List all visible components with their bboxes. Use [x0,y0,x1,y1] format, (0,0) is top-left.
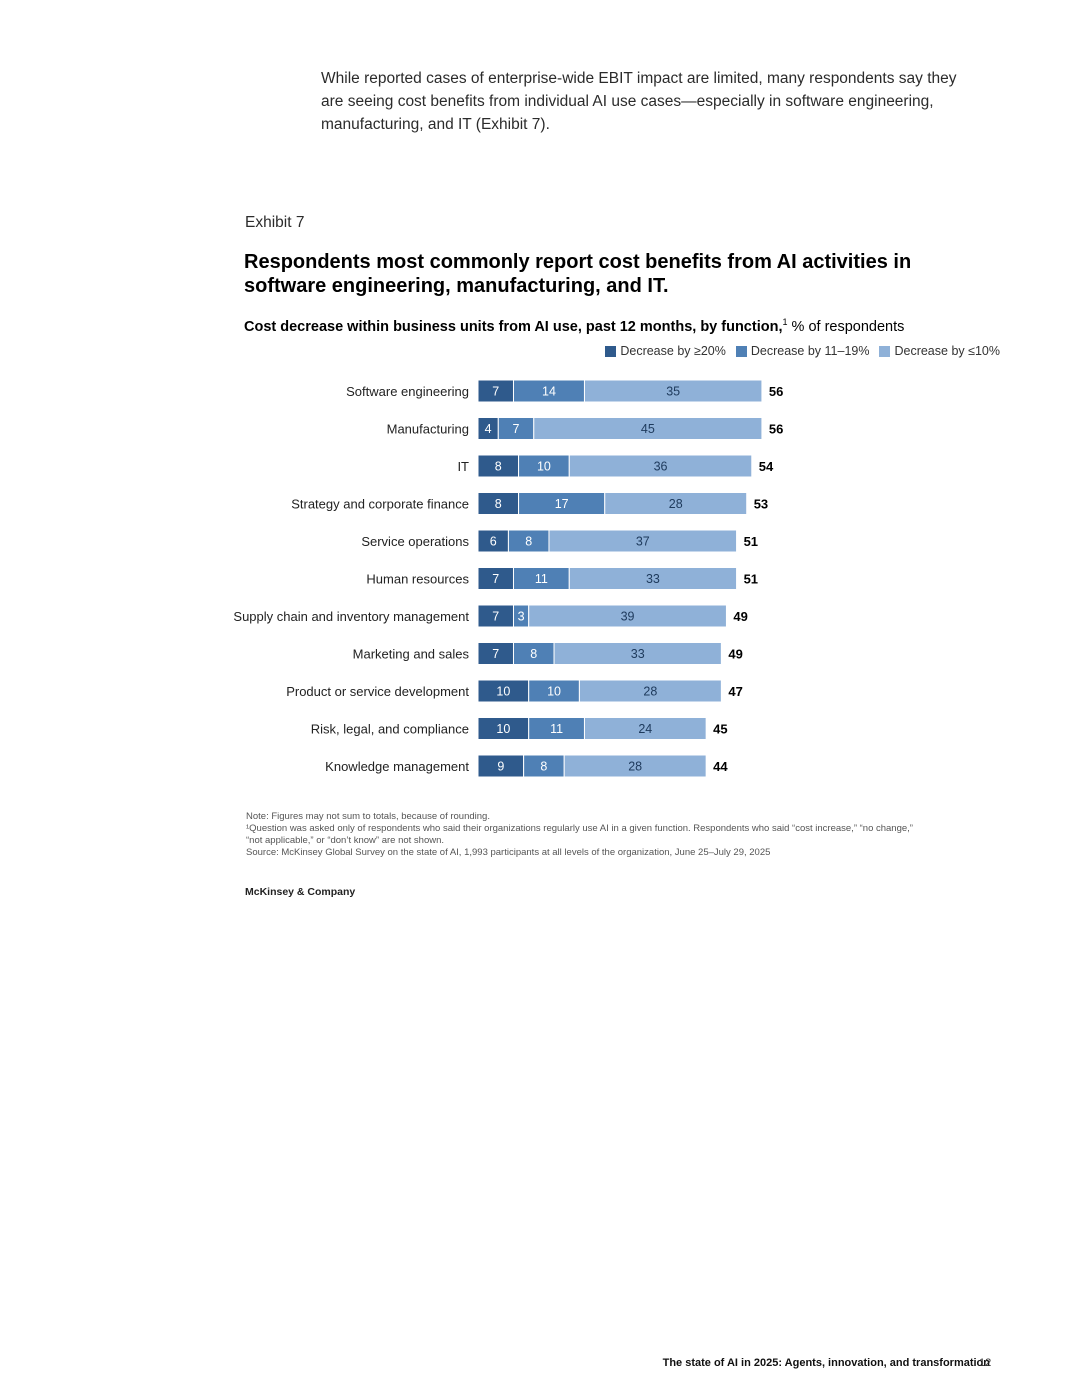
bar-value-label: 8 [525,535,532,549]
bar-value-label: 9 [497,760,504,774]
brand-name: McKinsey & Company [245,886,356,898]
footnote-1-line-1: ¹Question was asked only of respondents … [246,823,913,834]
bar-value-label: 11 [535,572,548,586]
bar-segment-series-3 [583,379,763,403]
bar-segment-series-3 [583,717,707,740]
category-label: Risk, legal, and compliance [311,722,469,737]
source-note: Source: McKinsey Global Survey on the st… [246,847,771,858]
bar-value-label: 10 [496,685,510,699]
bar-total-label: 54 [759,459,774,474]
bar-total-label: 45 [713,722,727,737]
bar-value-label: 28 [669,497,683,511]
category-label: Strategy and corporate finance [291,497,469,512]
bar-segment-series-3 [548,529,738,553]
category-label: Knowledge management [325,759,469,774]
legend-label-series-3: Decrease by ≤10% [894,344,1000,358]
bar-value-label: 14 [542,385,556,399]
bar-value-label: 36 [654,460,668,474]
bar-total-label: 53 [754,497,768,512]
bar-value-label: 7 [492,385,499,399]
bar-value-label: 10 [537,460,551,474]
bar-total-label: 44 [713,759,728,774]
bar-value-label: 17 [555,497,569,511]
bar-value-label: 8 [495,497,502,511]
category-label: Supply chain and inventory management [233,609,469,624]
category-label: Human resources [366,572,469,587]
legend-label-series-1: Decrease by ≥20% [620,344,726,358]
category-label: Manufacturing [387,422,469,437]
exhibit-label: Exhibit 7 [245,214,305,231]
bar-value-label: 4 [485,422,492,436]
bar-value-label: 24 [638,722,652,736]
bar-value-label: 3 [518,610,525,624]
bar-value-label: 8 [495,460,502,474]
category-label: IT [457,459,469,474]
intro-paragraph: While reported cases of enterprise-wide … [321,70,957,133]
bar-value-label: 6 [490,535,497,549]
bar-value-label: 8 [540,760,547,774]
category-label: Software engineering [346,384,469,399]
bar-total-label: 49 [733,609,747,624]
bar-value-label: 28 [643,685,657,699]
bar-value-label: 37 [636,535,650,549]
note-rounding: Note: Figures may not sum to totals, bec… [246,811,490,822]
bar-segment-series-3 [568,567,738,590]
category-label: Service operations [361,534,469,549]
chart-subtitle: Cost decrease within business units from… [244,317,1024,335]
bar-value-label: 35 [666,385,680,399]
legend-item-series-3: Decrease by ≤10% [879,344,1000,358]
bar-segment-series-3 [563,754,707,778]
legend-swatch-series-2 [735,345,747,357]
chart-subtitle-bold: Cost decrease within business units from… [244,318,783,335]
bar-segment-series-3 [578,679,722,703]
legend-swatch-series-3 [879,345,891,357]
bar-segment-series-3 [553,642,722,665]
footnote-1-line-2: “not applicable,” or “don’t know” are no… [246,835,445,846]
bar-segment-series-3 [568,454,753,478]
footer-report-title: The state of AI in 2025: Agents, innovat… [662,1357,990,1369]
bar-value-label: 28 [628,760,642,774]
bar-value-label: 10 [496,722,510,736]
bar-total-label: 56 [769,422,783,437]
bar-value-label: 39 [621,610,635,624]
bar-segment-series-3 [528,604,727,628]
chart-notes: Note: Figures may not sum to totals, bec… [246,811,986,859]
bar-value-label: 11 [550,722,563,736]
category-label: Marketing and sales [353,647,470,662]
bar-total-label: 56 [769,384,783,399]
bar-total-label: 51 [744,534,758,549]
bar-value-label: 45 [641,422,655,436]
bar-value-label: 8 [530,647,537,661]
bar-value-label: 10 [547,685,561,699]
bar-value-label: 7 [513,422,520,436]
legend-item-series-1: Decrease by ≥20% [605,344,726,358]
chart-legend: Decrease by ≥20% Decrease by 11–19% Decr… [560,344,1000,358]
page-number: 12 [979,1357,992,1369]
chart-subtitle-unit: % of respondents [787,318,905,335]
category-label: Product or service development [286,684,469,699]
exhibit-title: Respondents most commonly report cost be… [244,251,912,297]
bar-segment-series-3 [533,417,763,440]
bar-total-label: 51 [744,572,758,587]
legend-item-series-2: Decrease by 11–19% [735,344,870,358]
bar-total-label: 49 [728,647,742,662]
bar-value-label: 33 [646,572,660,586]
bar-value-label: 7 [492,610,499,624]
bar-segment-series-3 [604,492,748,515]
bar-value-label: 33 [631,647,645,661]
bar-value-label: 7 [492,572,499,586]
footnote-marker: 1 [782,317,788,327]
bar-value-label: 7 [492,647,499,661]
bar-total-label: 47 [728,684,742,699]
stacked-bar-chart: Software engineering 7 14 35 56 Manufacturing… [233,379,783,778]
legend-label-series-2: Decrease by 11–19% [750,344,870,358]
legend-swatch-series-1 [605,345,617,357]
